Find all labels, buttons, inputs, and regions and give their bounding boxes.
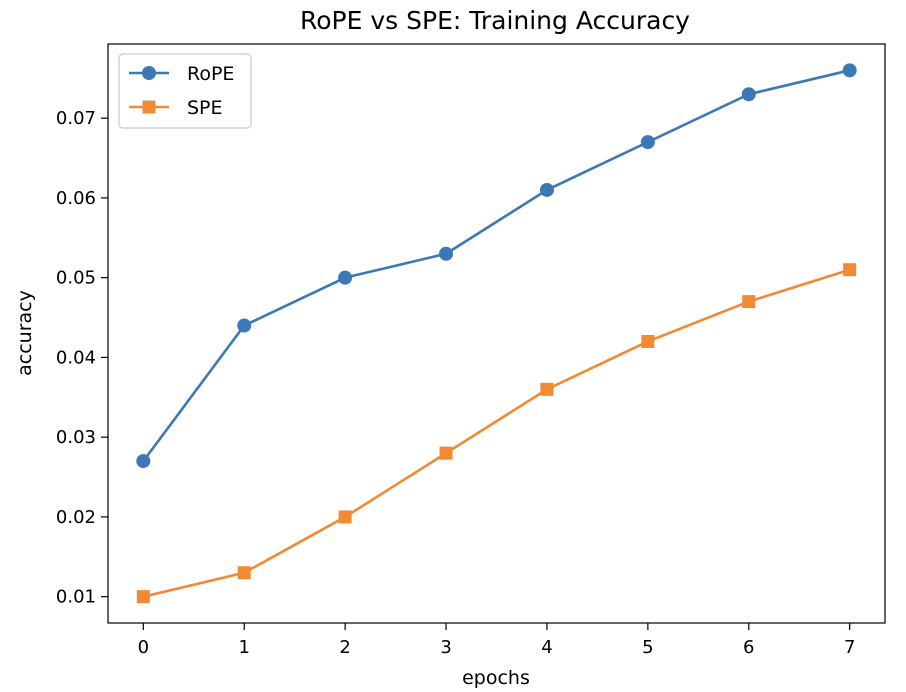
legend-label-rope: RoPE bbox=[187, 63, 234, 85]
legend-marker-spe bbox=[142, 100, 156, 114]
legend-item-rope: RoPE bbox=[129, 63, 234, 85]
data-point-rope-6 bbox=[741, 87, 756, 102]
series-line-spe bbox=[143, 268, 851, 598]
data-point-spe-2 bbox=[338, 510, 352, 524]
y-tick-label-2: 0.03 bbox=[56, 427, 96, 448]
y-axis-label: accuracy bbox=[14, 290, 36, 376]
data-point-spe-0 bbox=[136, 590, 150, 604]
x-tick-label-2: 2 bbox=[339, 637, 350, 658]
y-tick-label-3: 0.04 bbox=[56, 347, 96, 368]
y-tick-label-0: 0.01 bbox=[56, 587, 96, 608]
x-tick-label-0: 0 bbox=[138, 637, 149, 658]
chart-title: RoPE vs SPE: Training Accuracy bbox=[300, 6, 690, 35]
y-tick-label-4: 0.05 bbox=[56, 268, 96, 289]
legend-marker-rope bbox=[142, 66, 156, 80]
data-point-rope-4 bbox=[539, 182, 554, 197]
x-tick-label-1: 1 bbox=[239, 637, 250, 658]
x-axis-label: epochs bbox=[462, 667, 530, 689]
data-point-rope-2 bbox=[338, 270, 353, 285]
legend-label-spe: SPE bbox=[187, 97, 223, 119]
data-point-rope-7 bbox=[842, 63, 857, 78]
legend: RoPE SPE bbox=[118, 53, 252, 129]
series-rope bbox=[136, 63, 857, 469]
data-point-spe-5 bbox=[641, 334, 655, 348]
data-point-spe-6 bbox=[742, 295, 756, 309]
plot-frame bbox=[107, 43, 886, 624]
series-line-rope bbox=[142, 69, 850, 462]
x-axis: 0 1 2 3 4 5 6 7 bbox=[138, 623, 855, 658]
legend-item-spe: SPE bbox=[129, 97, 223, 119]
x-tick-label-4: 4 bbox=[541, 637, 552, 658]
series-spe bbox=[136, 263, 857, 604]
data-point-rope-5 bbox=[640, 135, 655, 150]
plot-area bbox=[107, 43, 886, 624]
data-point-spe-4 bbox=[540, 382, 554, 396]
y-axis: 0.01 0.02 0.03 0.04 0.05 0.06 0.07 bbox=[56, 108, 108, 608]
y-tick-label-1: 0.02 bbox=[56, 507, 96, 528]
data-point-spe-1 bbox=[237, 566, 251, 580]
series-layer bbox=[136, 63, 857, 604]
data-point-rope-3 bbox=[439, 246, 454, 261]
y-tick-label-5: 0.06 bbox=[56, 188, 96, 209]
x-tick-label-3: 3 bbox=[440, 637, 451, 658]
x-tick-label-5: 5 bbox=[642, 637, 653, 658]
x-tick-label-6: 6 bbox=[743, 637, 754, 658]
x-tick-label-7: 7 bbox=[844, 637, 855, 658]
data-point-spe-3 bbox=[439, 446, 453, 460]
data-point-spe-7 bbox=[843, 263, 857, 277]
data-point-rope-0 bbox=[136, 454, 151, 469]
data-point-rope-1 bbox=[237, 318, 252, 333]
y-tick-label-6: 0.07 bbox=[56, 108, 96, 129]
